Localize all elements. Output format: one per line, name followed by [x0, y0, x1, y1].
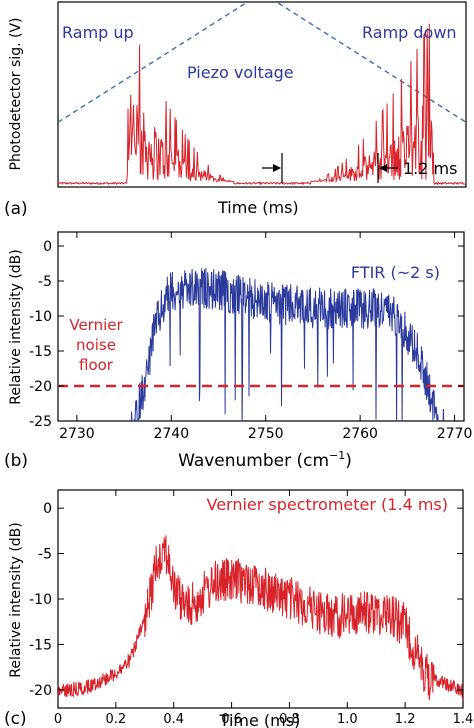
- panel-a-xlabel: Time (ms): [217, 198, 299, 217]
- y-tick-label: -20: [29, 683, 52, 699]
- x-tick-label: 1.2: [395, 712, 416, 727]
- photodetector-signal: [57, 23, 467, 186]
- panel-c-xlabel: Time (ms): [219, 711, 301, 728]
- x-tick-label: 0.6: [221, 712, 242, 727]
- piezo-voltage-line: [58, 2, 466, 123]
- panel-b-traces: [58, 267, 464, 421]
- ftir-trace: [130, 267, 445, 421]
- ramp-up-label: Ramp up: [62, 23, 134, 42]
- panel-a-traces: [57, 2, 467, 186]
- interval-left-arrowhead: [273, 164, 281, 172]
- x-tick-label: 2760: [342, 426, 378, 442]
- x-tick-label: 0.2: [106, 712, 127, 727]
- panel-b: 2730 2740 2750 2760 2770 0 -5 -10 -15 -20 -25 FTIR…: [4, 231, 472, 471]
- y-tick-label: -10: [29, 592, 52, 608]
- y-tick-label: -25: [29, 414, 52, 430]
- x-tick-label: 0: [54, 712, 62, 727]
- y-tick-label: -15: [29, 344, 52, 360]
- y-tick-label: -20: [29, 379, 52, 395]
- panel-c-traces: [58, 535, 463, 701]
- panel-a-frame: [57, 1, 467, 188]
- panel-a-tag: (a): [4, 199, 28, 219]
- panel-c-tag: (c): [4, 709, 27, 728]
- noise-floor-label-line2: noise: [76, 336, 116, 354]
- panel-c-axes: 0 0.2 0.4 0.6 0.8 1.0 1.2 1.4 0 -5 -10 -15 -20: [29, 490, 473, 727]
- x-tick-label: 2770: [437, 426, 473, 442]
- x-tick-label: 0.8: [279, 712, 300, 727]
- piezo-voltage-label: Piezo voltage: [187, 63, 294, 82]
- y-tick-label: 0: [43, 239, 52, 255]
- panel-c-ylabel: Relative intensity (dB): [8, 522, 24, 677]
- y-tick-label: -5: [38, 547, 52, 563]
- noise-floor-label-line3: floor: [79, 356, 114, 374]
- vernier-label: Vernier spectrometer (1.4 ms): [206, 495, 448, 514]
- noise-floor-label-line1: Vernier: [69, 316, 123, 334]
- panel-a-ylabel: Photodetector sig. (V): [8, 18, 24, 171]
- x-tick-label: 1.4: [453, 712, 474, 727]
- y-tick-label: 0: [43, 501, 52, 517]
- panel-b-tag: (b): [4, 451, 28, 471]
- x-tick-label: 1.0: [337, 712, 358, 727]
- y-tick-label: -10: [29, 309, 52, 325]
- ramp-down-label: Ramp down: [362, 23, 457, 42]
- y-tick-label: -5: [38, 274, 52, 290]
- interval-right-arrowhead: [379, 164, 387, 172]
- y-tick-label: -15: [29, 637, 52, 653]
- panel-c: 0 0.2 0.4 0.6 0.8 1.0 1.2 1.4 0 -5 -10 -15 -20 Verni…: [4, 489, 473, 728]
- panel-a: Ramp up Ramp down Piezo voltage 1.2 ms T…: [4, 1, 467, 219]
- panel-b-axes: 2730 2740 2750 2760 2770 0 -5 -10 -15 -20 -25: [29, 232, 472, 442]
- panel-b-xlabel: Wavenumber (cm−1): [178, 449, 352, 471]
- panel-b-frame: [57, 231, 465, 422]
- interval-marker: 1.2 ms: [262, 153, 457, 183]
- panel-b-ylabel: Relative intensity (dB): [8, 249, 24, 404]
- vernier-trace: [58, 535, 463, 701]
- x-tick-label: 2740: [153, 426, 189, 442]
- x-tick-label: 2730: [59, 426, 95, 442]
- ftir-label: FTIR (~2 s): [351, 263, 440, 282]
- x-tick-label: 2750: [248, 426, 284, 442]
- interval-label: 1.2 ms: [403, 159, 457, 178]
- x-tick-label: 0.4: [163, 712, 184, 727]
